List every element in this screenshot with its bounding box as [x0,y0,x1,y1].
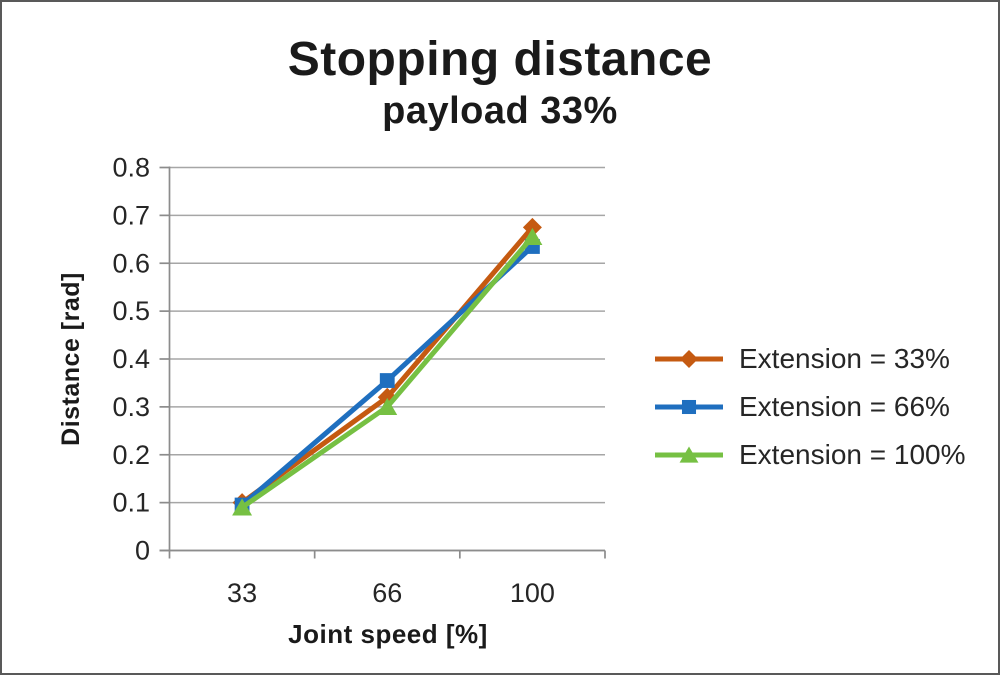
legend-item-label: Extension = 66% [739,391,950,422]
y-tick-label: 0.4 [112,344,150,374]
y-tick-label: 0.2 [112,440,150,470]
chart-subtitle: payload 33% [382,90,618,132]
series-extension-33- [232,217,542,513]
y-tick-label: 0.3 [112,392,150,422]
x-tick-label: 100 [510,578,555,608]
legend-item-label: Extension = 33% [739,343,950,374]
y-tick-label: 0.6 [112,248,150,278]
axes [159,166,606,559]
x-axis-title: Joint speed [%] [288,619,488,649]
y-tick-label: 0.1 [112,488,150,518]
y-tick-label: 0.5 [112,296,150,326]
y-tick-label: 0 [135,536,150,566]
legend-item: Extension = 66% [653,383,966,431]
legend-marker-square-icon [655,399,723,415]
legend-item: Extension = 100% [653,431,966,479]
y-tick-label: 0.7 [112,200,150,230]
series-extension-100- [232,227,543,516]
gridlines [169,166,605,552]
x-tick-label: 33 [227,578,257,608]
x-tick-label: 66 [372,578,402,608]
legend-marker-diamond-icon [655,350,723,368]
legend-marker-triangle-icon [655,446,723,463]
legend: Extension = 33% Extension = 66% Extensio… [653,335,966,479]
chart-title: Stopping distance [287,33,713,86]
legend-item-label: Extension = 100% [739,439,966,470]
y-tick-label: 0.8 [112,153,150,183]
legend-item: Extension = 33% [653,335,966,383]
tick-labels: 0 0.1 0.2 0.3 0.4 0.5 0.6 0.7 0.8 33 66 100 [112,153,554,609]
